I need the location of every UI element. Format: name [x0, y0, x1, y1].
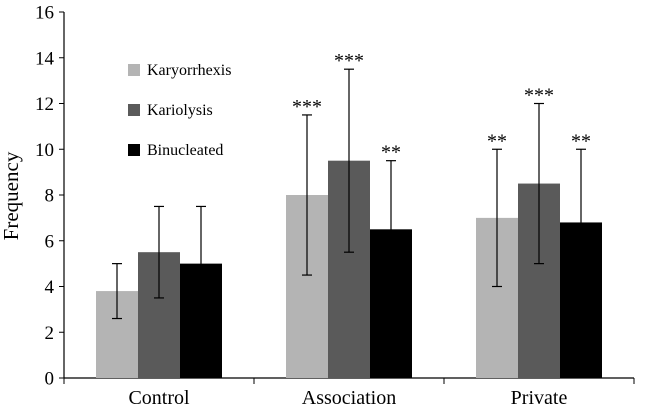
x-tick-label-private: Private [511, 387, 568, 409]
legend-swatch-binucleated [128, 144, 140, 156]
axes: 0 2 4 6 8 10 12 14 16 Control Association Private [35, 3, 635, 409]
y-tick-label: 8 [45, 186, 55, 207]
y-tick-label: 16 [35, 3, 54, 24]
legend: Karyorrhexis Kariolysis Binucleated [128, 62, 231, 159]
y-tick-label: 4 [45, 277, 55, 298]
x-tick-label-association: Association [302, 387, 396, 409]
legend-label-binucleated: Binucleated [147, 142, 223, 159]
error-bars [112, 68, 586, 322]
y-axis-label: Frequency [0, 151, 23, 240]
y-tick-label: 14 [35, 48, 55, 69]
y-tick-label: 2 [45, 323, 55, 344]
legend-swatch-karyorrhexis [128, 64, 140, 76]
significance-kariolysis-association: *** [334, 50, 364, 72]
y-tick-label: 0 [45, 369, 55, 390]
significance-karyorrhexis-association: *** [292, 96, 322, 118]
significance-binucleated-association: ** [381, 142, 401, 164]
legend-label-kariolysis: Kariolysis [147, 102, 213, 119]
legend-label-karyorrhexis: Karyorrhexis [147, 62, 231, 79]
significance-markers: *************** [292, 50, 591, 164]
significance-binucleated-private: ** [571, 130, 591, 152]
y-tick-label: 12 [35, 94, 54, 115]
significance-karyorrhexis-private: ** [487, 130, 507, 152]
x-tick-label-control: Control [128, 387, 190, 409]
y-tick-label: 10 [35, 140, 54, 161]
legend-swatch-kariolysis [128, 104, 140, 116]
y-tick-label: 6 [45, 231, 55, 252]
significance-kariolysis-private: *** [524, 85, 554, 107]
